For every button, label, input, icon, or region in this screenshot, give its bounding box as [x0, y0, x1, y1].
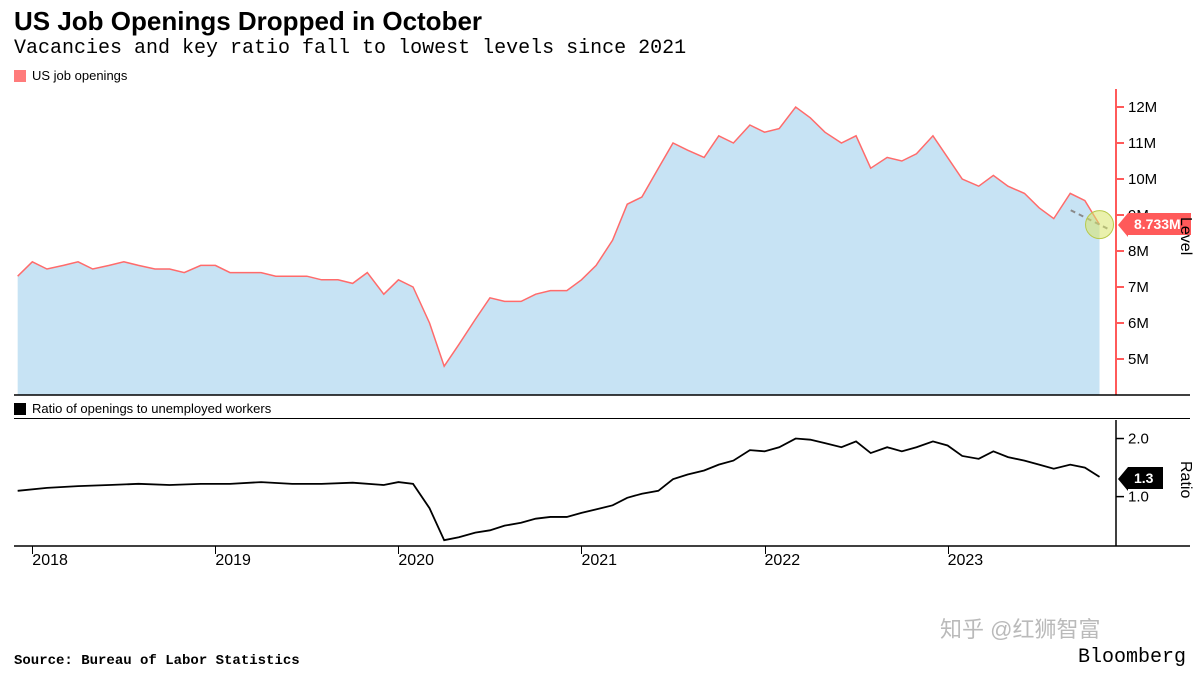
- svg-text:8M: 8M: [1128, 243, 1149, 260]
- legend-swatch-ratio: [14, 403, 26, 415]
- svg-text:1.0: 1.0: [1128, 489, 1149, 506]
- bottom-y-axis-title: Ratio: [1176, 461, 1194, 498]
- bottom-callout: 1.3: [1128, 467, 1163, 489]
- bottom-chart-area: 1.0 2.0 1.3 Ratio: [0, 418, 1200, 548]
- watermark: 知乎 @红狮智富: [940, 612, 1100, 644]
- svg-text:11M: 11M: [1128, 135, 1156, 152]
- chart-title: US Job Openings Dropped in October: [0, 0, 1200, 37]
- legend-top: US job openings: [0, 66, 1200, 85]
- x-tick-label: 2021: [581, 552, 617, 570]
- svg-text:6M: 6M: [1128, 315, 1149, 332]
- top-chart-area: 5M6M7M8M9M10M11M12M 8.733M Level: [0, 85, 1200, 397]
- source-text: Source: Bureau of Labor Statistics: [14, 653, 300, 669]
- legend-label-openings: US job openings: [32, 68, 127, 83]
- x-axis-labels: 2018 2019 2020 2021 2022 2023: [0, 548, 1200, 576]
- x-tick-label: 2019: [215, 552, 251, 570]
- chart-subtitle: Vacancies and key ratio fall to lowest l…: [0, 37, 1200, 66]
- x-tick-label: 2018: [32, 552, 68, 570]
- legend-label-ratio: Ratio of openings to unemployed workers: [32, 401, 271, 416]
- svg-text:12M: 12M: [1128, 99, 1157, 116]
- legend-bottom: Ratio of openings to unemployed workers: [0, 397, 1200, 418]
- bottom-chart-svg: 1.0 2.0: [0, 418, 1200, 548]
- legend-swatch-openings: [14, 70, 26, 82]
- svg-text:5M: 5M: [1128, 351, 1149, 368]
- x-tick-label: 2022: [765, 552, 801, 570]
- chart-container: US Job Openings Dropped in October Vacan…: [0, 0, 1200, 675]
- bottom-callout-value: 1.3: [1134, 470, 1153, 486]
- svg-text:10M: 10M: [1128, 171, 1157, 188]
- top-chart-svg: 5M6M7M8M9M10M11M12M: [0, 85, 1200, 397]
- top-callout-value: 8.733M: [1134, 216, 1181, 232]
- x-tick-label: 2020: [398, 552, 434, 570]
- top-y-axis-title: Level: [1176, 217, 1194, 255]
- svg-text:7M: 7M: [1128, 279, 1149, 296]
- x-tick-label: 2023: [948, 552, 984, 570]
- brand-text: Bloomberg: [1078, 646, 1186, 669]
- svg-text:2.0: 2.0: [1128, 431, 1149, 448]
- footer: Source: Bureau of Labor Statistics Bloom…: [14, 646, 1186, 669]
